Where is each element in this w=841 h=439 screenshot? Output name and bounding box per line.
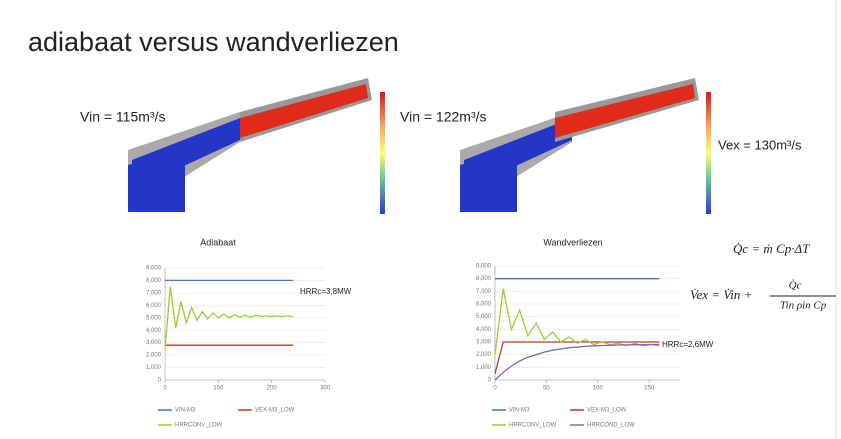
y-tick-label: 4,000 xyxy=(476,327,492,333)
y-tick-label: 6,000 xyxy=(476,302,492,308)
annotation: HRRc=2,6MW xyxy=(662,340,714,349)
y-tick-label: 3,000 xyxy=(146,340,162,346)
y-tick-label: 4,000 xyxy=(146,328,162,334)
y-tick-label: 8,000 xyxy=(146,278,162,284)
background xyxy=(0,0,841,439)
legend-label: VEX-M3_LOW xyxy=(255,408,295,414)
page: {"header": {"title": "adiabaat versus wa… xyxy=(0,0,841,439)
y-tick-label: 9,000 xyxy=(476,264,492,270)
x-tick-label: 50 xyxy=(543,386,550,392)
formula: Tin ρin Cp xyxy=(780,300,827,312)
x-tick-label: 200 xyxy=(267,386,278,392)
y-tick-label: 2,000 xyxy=(146,353,162,359)
y-tick-label: 7,000 xyxy=(476,289,492,295)
chart-title: Adiabaat xyxy=(200,237,236,247)
chart-title: Wandverliezen xyxy=(543,237,602,247)
formula: Q̇c = ṁ Cp·ΔT xyxy=(733,241,810,256)
slide-title: adiabaat versus wandverliezen xyxy=(28,27,399,57)
y-tick-label: 3,000 xyxy=(476,340,492,346)
y-tick-label: 1,000 xyxy=(476,365,492,371)
y-tick-label: 7,000 xyxy=(146,290,162,296)
y-tick-label: 9,000 xyxy=(146,266,162,272)
x-tick-label: 100 xyxy=(593,386,604,392)
legend-label: HRRCONV_LOW xyxy=(175,423,223,429)
panel-label: Vin = 122m³/s xyxy=(400,109,487,125)
y-tick-label: 6,000 xyxy=(146,303,162,309)
y-tick-label: 1,000 xyxy=(146,365,162,371)
x-tick-label: 150 xyxy=(644,386,655,392)
panel-label: Vin = 115m³/s xyxy=(80,109,165,125)
x-tick-label: 300 xyxy=(320,386,331,392)
legend-label: VEX-M3_LOW xyxy=(587,408,627,414)
y-tick-label: 5,000 xyxy=(476,314,492,320)
legend-label: HRRCOND_LOW xyxy=(587,423,635,429)
slide: adiabaat versus wandverliezen Vin = 115m… xyxy=(0,0,841,439)
formula: V̇ex = V̇in + xyxy=(690,287,752,302)
x-tick-label: 100 xyxy=(213,386,224,392)
y-tick-label: 8,000 xyxy=(476,276,492,282)
legend-label: VIN-M3 xyxy=(175,408,196,414)
panel-label: Vex = 130m³/s xyxy=(718,137,802,152)
y-tick-label: 2,000 xyxy=(476,352,492,358)
legend-label: VIN-M3 xyxy=(509,408,530,414)
legend-label: HRRCONV_LOW xyxy=(509,423,557,429)
annotation: HRRc=3,8MW xyxy=(300,287,352,296)
formula: Q̇c xyxy=(789,280,802,292)
y-tick-label: 5,000 xyxy=(146,315,162,321)
